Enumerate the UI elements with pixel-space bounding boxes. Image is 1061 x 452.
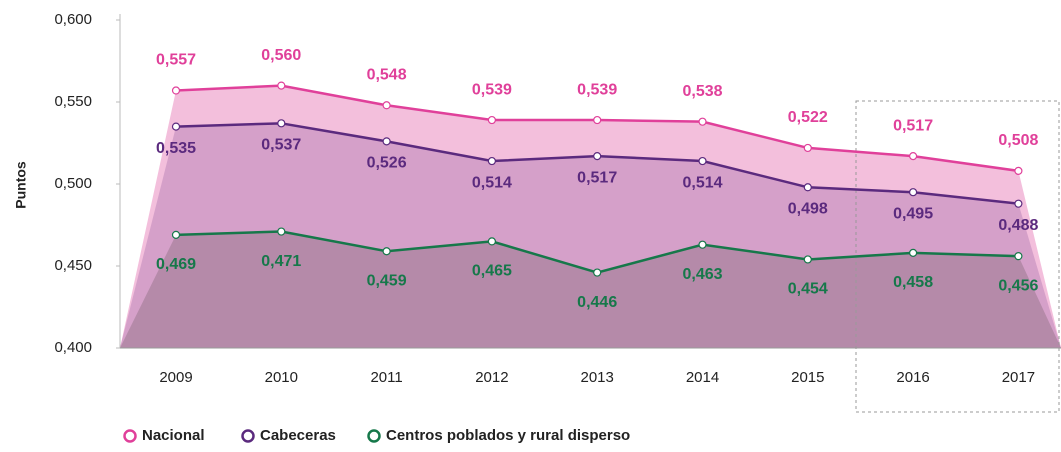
value-label: 0,535 <box>156 140 196 157</box>
point <box>487 115 496 125</box>
point <box>171 230 181 239</box>
value-label: 0,446 <box>577 294 617 311</box>
value-label: 0,539 <box>577 81 617 98</box>
point <box>593 115 602 125</box>
value-label: 0,498 <box>788 200 828 217</box>
point <box>277 119 286 128</box>
x-tick-label: 2012 <box>475 369 508 386</box>
point <box>171 86 181 95</box>
value-label: 0,465 <box>472 263 512 280</box>
value-label: 0,471 <box>261 253 301 270</box>
y-tick-label: 0,500 <box>54 175 92 192</box>
area <box>120 231 1061 348</box>
point <box>1014 199 1023 208</box>
value-label: 0,463 <box>682 266 722 283</box>
point <box>803 255 812 264</box>
point <box>382 101 391 110</box>
value-label: 0,560 <box>261 47 301 64</box>
value-label: 0,514 <box>472 174 512 191</box>
x-tick-label: 2009 <box>159 369 192 386</box>
point <box>1014 166 1023 175</box>
point <box>1014 252 1023 261</box>
value-label: 0,539 <box>472 81 512 98</box>
x-tick-label: 2015 <box>791 369 824 386</box>
value-label: 0,508 <box>998 132 1038 149</box>
x-tick-label: 2014 <box>686 369 719 386</box>
value-label: 0,538 <box>682 83 722 100</box>
x-tick-label: 2011 <box>370 369 402 386</box>
point <box>908 152 918 161</box>
point <box>171 122 181 131</box>
areas <box>120 85 1061 348</box>
point <box>277 81 286 90</box>
point <box>803 143 812 153</box>
point <box>277 227 286 236</box>
y-tick-label: 0,450 <box>54 257 92 274</box>
legend-label: Cabeceras <box>260 427 336 444</box>
value-label: 0,459 <box>367 272 407 289</box>
point <box>382 247 391 256</box>
value-label: 0,456 <box>998 277 1038 294</box>
value-label: 0,557 <box>156 52 196 69</box>
point <box>487 156 496 166</box>
value-label: 0,488 <box>998 217 1038 234</box>
y-axis-label: Puntos <box>13 161 29 209</box>
legend-marker <box>123 429 137 443</box>
point <box>803 183 812 192</box>
x-tick-label: 2010 <box>265 369 298 386</box>
point <box>698 156 707 166</box>
value-label: 0,537 <box>261 137 301 154</box>
point <box>908 188 918 197</box>
value-label: 0,517 <box>577 169 617 186</box>
value-label: 0,526 <box>367 155 407 172</box>
y-tick-label: 0,600 <box>54 11 92 28</box>
legend-marker <box>241 429 255 443</box>
point <box>593 268 602 277</box>
legend-label: Centros poblados y rural disperso <box>386 427 630 444</box>
value-label: 0,517 <box>893 117 933 134</box>
point <box>487 237 496 246</box>
x-tick-label: 2016 <box>896 369 929 386</box>
point <box>698 117 707 126</box>
point <box>593 152 602 161</box>
value-label: 0,458 <box>893 274 933 291</box>
point <box>698 240 707 249</box>
point <box>908 248 918 257</box>
value-label: 0,454 <box>788 281 828 298</box>
value-label: 0,522 <box>788 109 828 126</box>
legend-marker <box>367 429 381 443</box>
value-label: 0,548 <box>367 66 407 83</box>
x-tick-label: 2013 <box>581 369 614 386</box>
x-tick-label: 2017 <box>1002 369 1035 386</box>
legend-label: Nacional <box>142 427 205 444</box>
y-tick-label: 0,400 <box>54 339 92 356</box>
point <box>382 137 391 146</box>
value-label: 0,495 <box>893 205 933 222</box>
value-label: 0,469 <box>156 256 196 273</box>
value-label: 0,514 <box>682 174 722 191</box>
y-tick-label: 0,550 <box>54 93 92 110</box>
